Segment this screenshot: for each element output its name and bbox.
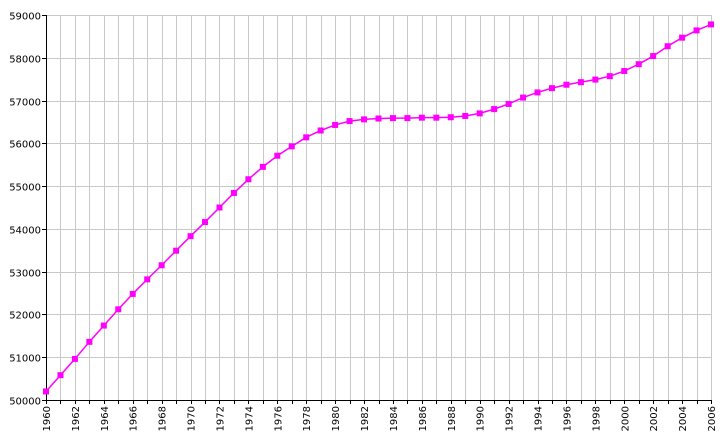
y-tick-label: 55000: [9, 183, 41, 194]
y-tick-label: 57000: [9, 98, 41, 109]
data-point-marker: [259, 163, 266, 170]
data-point-marker: [592, 76, 599, 83]
data-point-marker: [433, 114, 440, 121]
x-tick-label: 1964: [100, 406, 111, 431]
data-point-marker: [71, 355, 78, 362]
data-point-marker: [606, 73, 613, 80]
data-point-marker: [534, 89, 541, 96]
x-axis-ticks: 1960 1962 1964 1966 1968 1970 1972 1974 1976 1978…: [42, 406, 718, 431]
y-tick-label: 58000: [9, 55, 41, 66]
data-point-marker: [462, 112, 469, 119]
data-point-marker: [129, 290, 136, 297]
x-tick-label: 1984: [389, 406, 400, 431]
data-point-marker: [332, 121, 339, 128]
y-tick-label: 53000: [9, 269, 41, 280]
x-tick-label: 1982: [360, 406, 371, 431]
data-point-marker: [693, 27, 700, 34]
x-tick-label: 1974: [244, 406, 255, 431]
data-point-marker: [361, 116, 368, 123]
data-point-marker: [708, 21, 714, 28]
data-point-marker: [520, 94, 527, 101]
data-point-marker: [650, 53, 657, 60]
x-tick-label: 1970: [187, 406, 198, 431]
data-point-marker: [418, 114, 425, 121]
data-point-marker: [187, 233, 194, 240]
data-point-marker: [664, 43, 671, 50]
data-point-marker: [100, 322, 107, 329]
x-tick-label: 1972: [215, 406, 226, 431]
data-point-marker: [202, 219, 209, 226]
data-point-marker: [274, 152, 281, 159]
data-point-marker: [288, 143, 295, 150]
data-point-marker: [173, 247, 180, 254]
data-point-marker: [577, 79, 584, 86]
data-point-marker: [303, 134, 310, 141]
data-point-marker: [375, 115, 382, 122]
data-point-marker: [548, 85, 555, 92]
data-point-marker: [621, 68, 628, 75]
data-point-marker: [317, 127, 324, 134]
x-tick-label: 1990: [476, 406, 487, 431]
data-point-marker: [476, 110, 483, 117]
data-point-marker: [491, 106, 498, 113]
data-point-marker: [404, 115, 411, 122]
y-tick-label: 54000: [9, 226, 41, 237]
data-point-marker: [86, 338, 93, 345]
axes: [42, 15, 712, 404]
y-tick-label: 59000: [9, 12, 41, 23]
data-point-marker: [346, 118, 353, 125]
x-tick-label: 1978: [302, 406, 313, 431]
x-tick-label: 2004: [678, 406, 689, 431]
x-tick-label: 1980: [331, 406, 342, 431]
data-point-marker: [216, 204, 223, 211]
x-tick-label: 1998: [591, 406, 602, 431]
data-point-marker: [115, 306, 122, 313]
data-point-marker: [505, 100, 512, 107]
y-axis-ticks: 50000 51000 52000 53000 54000 55000 56000 57000…: [9, 12, 41, 408]
x-tick-label: 1966: [129, 406, 140, 431]
data-point-marker: [389, 115, 396, 122]
y-tick-label: 52000: [9, 311, 41, 322]
grid: [46, 15, 712, 401]
data-point-marker: [57, 372, 64, 379]
y-tick-label: 51000: [9, 354, 41, 365]
data-point-marker: [245, 176, 252, 183]
data-point-marker: [635, 61, 642, 68]
y-tick-label: 56000: [9, 140, 41, 151]
x-tick-label: 1968: [158, 406, 169, 431]
data-point-marker: [230, 189, 237, 196]
data-point-marker: [447, 114, 454, 121]
x-tick-label: 1996: [562, 406, 573, 431]
x-tick-label: 2006: [707, 406, 718, 431]
y-tick-label: 50000: [9, 397, 41, 408]
data-point-marker: [679, 34, 686, 41]
x-tick-label: 1976: [273, 406, 284, 431]
x-tick-label: 2002: [649, 406, 660, 431]
x-tick-label: 1960: [42, 406, 53, 431]
series-line: [45, 23, 712, 392]
x-tick-label: 2000: [620, 406, 631, 431]
x-tick-label: 1988: [447, 406, 458, 431]
data-point-marker: [144, 276, 151, 283]
data-point-marker: [563, 81, 570, 88]
x-tick-label: 1986: [418, 406, 429, 431]
data-point-marker: [43, 388, 49, 395]
data-point-marker: [158, 262, 165, 269]
x-tick-label: 1962: [71, 406, 82, 431]
series: [43, 21, 714, 395]
x-tick-label: 1992: [505, 406, 516, 431]
x-tick-label: 1994: [534, 406, 545, 431]
